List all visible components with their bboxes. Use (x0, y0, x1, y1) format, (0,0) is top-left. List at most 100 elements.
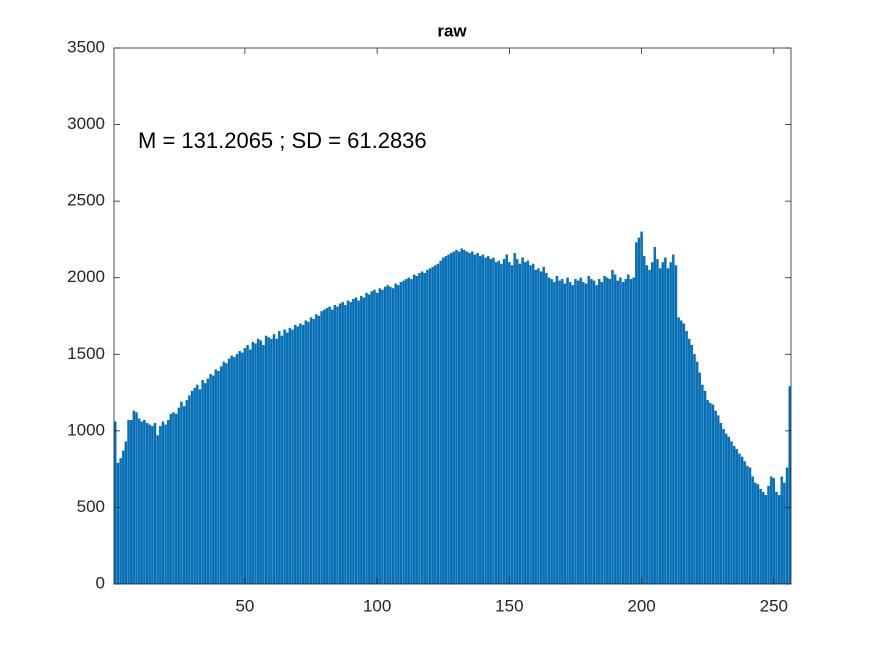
y-tick-label: 0 (96, 573, 105, 592)
chart-title: raw (437, 21, 467, 40)
bar (513, 253, 516, 585)
bar (518, 263, 522, 585)
bar (777, 495, 781, 585)
bar (412, 274, 416, 585)
bar (349, 302, 352, 585)
bar (479, 256, 482, 585)
bar (600, 282, 604, 585)
bar (769, 476, 773, 585)
bar (685, 331, 688, 585)
bar (711, 404, 715, 585)
bar (592, 280, 596, 585)
bar (571, 285, 575, 585)
bar (214, 369, 218, 585)
bar (124, 441, 128, 585)
bar (256, 338, 260, 585)
bar (119, 458, 122, 585)
bar (354, 297, 358, 585)
bar (328, 306, 331, 585)
bar (143, 419, 146, 585)
bar (746, 465, 749, 585)
bar (114, 421, 117, 585)
bar (201, 380, 204, 585)
bar (367, 294, 371, 585)
bar (629, 279, 633, 585)
bar (550, 279, 553, 585)
x-tick-label: 250 (760, 596, 788, 615)
bar (465, 251, 469, 585)
bar (323, 309, 326, 585)
bar (174, 413, 178, 585)
bar (643, 256, 646, 585)
bar (666, 268, 670, 585)
bar (140, 421, 143, 585)
bar (442, 257, 445, 585)
bar (352, 299, 355, 585)
x-tick-label: 100 (363, 596, 391, 615)
bar (471, 251, 474, 585)
bar (788, 386, 791, 585)
bar (315, 314, 318, 585)
bar (270, 338, 273, 585)
bar (415, 276, 419, 585)
bar (423, 272, 426, 585)
bar (486, 256, 490, 585)
bar (709, 403, 712, 585)
bar (587, 276, 590, 585)
bar (714, 410, 717, 585)
y-tick-label: 3500 (67, 37, 105, 56)
bar (531, 263, 535, 585)
bar (389, 286, 392, 585)
bar (341, 302, 344, 585)
bar (246, 344, 249, 585)
bar (680, 320, 683, 585)
bar (645, 265, 649, 585)
bar (243, 348, 247, 585)
bar (420, 271, 424, 585)
bar (545, 272, 548, 585)
bar (264, 335, 268, 585)
bar (690, 344, 694, 585)
bar (304, 320, 307, 585)
bar (362, 297, 366, 585)
bar (505, 254, 508, 585)
bar (698, 372, 701, 585)
bar (222, 361, 225, 585)
bar (658, 268, 662, 585)
bar (783, 482, 786, 585)
bar (717, 415, 720, 585)
bar (272, 334, 276, 585)
bar (648, 269, 651, 585)
bar (293, 325, 297, 585)
bar (299, 323, 302, 585)
bar (383, 286, 387, 585)
bar (701, 384, 704, 585)
bar (637, 237, 641, 585)
bar (719, 423, 723, 585)
bar (725, 433, 728, 585)
bar (148, 424, 151, 585)
bar (492, 257, 495, 585)
bar (682, 323, 686, 585)
bar (738, 453, 741, 585)
bar (494, 262, 498, 585)
bar (275, 338, 278, 585)
bar (116, 462, 120, 585)
bar (219, 366, 223, 585)
bar (460, 248, 463, 585)
bar (301, 325, 305, 585)
bar (473, 254, 477, 585)
bar (145, 423, 149, 585)
bar (785, 467, 789, 585)
bar (672, 254, 675, 585)
bar (137, 418, 141, 585)
bar (307, 321, 310, 585)
bar (584, 283, 588, 585)
bar (695, 361, 699, 585)
bar (156, 435, 159, 585)
bar (561, 279, 564, 585)
bar (251, 341, 255, 585)
bar (674, 265, 678, 585)
bar (280, 335, 284, 585)
bar (574, 279, 577, 585)
